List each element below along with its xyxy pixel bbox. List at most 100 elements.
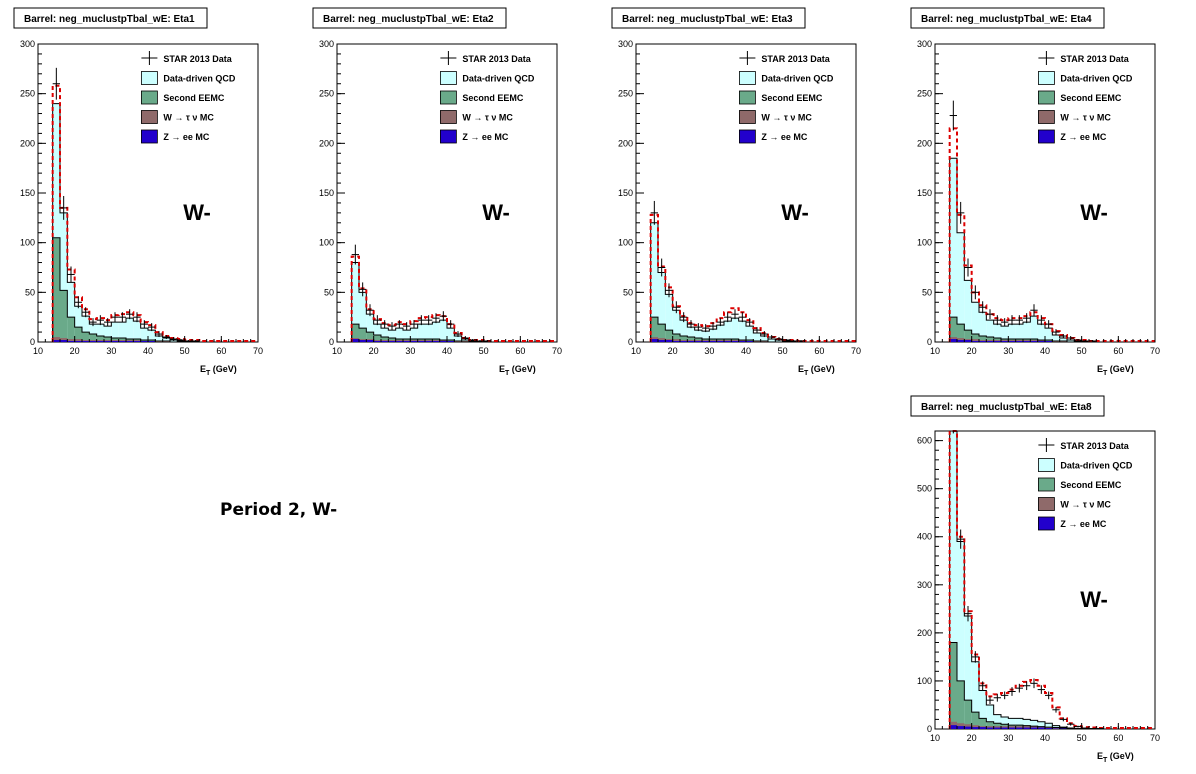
bar-qcd — [1023, 719, 1031, 729]
bar-zee — [1045, 728, 1053, 729]
legend-swatch-wtau — [140, 110, 158, 124]
bar-qcd — [665, 294, 673, 342]
plot-frame — [336, 43, 558, 343]
bar-qcd — [417, 324, 425, 342]
bar-qcd — [1030, 316, 1038, 342]
bar-wtau — [67, 339, 75, 342]
bar-zee — [140, 341, 148, 342]
x-tick-label: 30 — [704, 346, 714, 356]
bar-zee — [971, 341, 979, 342]
bar-zee — [1008, 727, 1016, 729]
legend-label-zee: Z → ee MC — [761, 132, 808, 142]
bar-qcd — [351, 262, 359, 342]
chart-title-box — [910, 395, 1105, 417]
y-tick-label: 150 — [319, 188, 334, 198]
legend-label-eemc: Second EEMC — [462, 93, 524, 103]
legend-swatch-eemc — [739, 90, 756, 105]
bar-eemc — [67, 317, 75, 342]
x-tick-label: 20 — [369, 346, 379, 356]
bar-qcd — [74, 306, 82, 342]
bar-zee — [52, 340, 60, 342]
bar-qcd — [964, 616, 972, 729]
bar-zee — [82, 341, 90, 342]
y-tick-label: 50 — [922, 287, 932, 297]
bar-qcd — [658, 272, 666, 342]
bar-zee — [366, 340, 374, 342]
bar-qcd — [447, 328, 455, 342]
legend-label-zee: Z → ee MC — [1060, 519, 1107, 529]
legend-label-data: STAR 2013 Data — [462, 54, 531, 64]
x-tick-label: 10 — [930, 346, 940, 356]
x-axis-label: ET (GeV) — [1097, 751, 1134, 764]
bar-qcd — [986, 704, 994, 729]
bar-wtau — [1052, 727, 1060, 729]
bar-zee — [118, 341, 126, 342]
bar-eemc — [82, 332, 90, 342]
y-tick-label: 300 — [917, 580, 932, 590]
bar-qcd — [82, 316, 90, 342]
legend-swatch-zee — [439, 129, 457, 144]
bar-qcd — [1059, 338, 1067, 342]
bar-eemc — [979, 336, 987, 342]
bar-zee — [957, 726, 965, 729]
y-tick-label: 200 — [20, 138, 35, 148]
bar-qcd — [89, 324, 97, 342]
chart-title-box — [611, 7, 806, 29]
bar-eemc — [964, 700, 972, 729]
legend-label-qcd: Data-driven QCD — [1060, 74, 1133, 84]
legend-swatch-wtau — [1038, 497, 1055, 511]
bar-qcd — [738, 321, 746, 342]
legend-label-wtau: W → τ ν MC — [1060, 113, 1111, 123]
x-tick-label: 50 — [479, 346, 489, 356]
bar-wtau — [52, 337, 60, 342]
outline-eemc — [52, 237, 258, 343]
x-axis-label: ET (GeV) — [1097, 364, 1134, 377]
legend-label-zee: Z → ee MC — [1060, 132, 1107, 142]
bar-zee — [971, 727, 979, 729]
x-tick-label: 40 — [143, 346, 153, 356]
x-tick-label: 70 — [1150, 733, 1160, 743]
bar-eemc — [949, 642, 957, 729]
bar-zee — [403, 341, 411, 342]
y-tick-label: 400 — [917, 532, 932, 542]
x-tick-label: 50 — [180, 346, 190, 356]
bar-eemc — [971, 712, 979, 729]
bar-qcd — [964, 280, 972, 342]
bar-qcd — [1030, 720, 1038, 729]
legend-label-eemc: Second EEMC — [1060, 93, 1122, 103]
bar-qcd — [680, 320, 688, 342]
bar-qcd — [1037, 324, 1045, 342]
bar-zee — [1030, 727, 1038, 729]
bar-zee — [964, 726, 972, 729]
x-tick-label: 30 — [106, 346, 116, 356]
bar-qcd — [702, 331, 710, 342]
legend-swatch-zee — [1038, 129, 1055, 144]
y-tick-label: 300 — [618, 39, 633, 49]
x-tick-label: 70 — [253, 346, 263, 356]
bar-zee — [746, 341, 754, 342]
x-tick-label: 70 — [1150, 346, 1160, 356]
legend-swatch-qcd — [140, 71, 158, 85]
legend-swatch-qcd — [739, 71, 756, 85]
annotation-w-minus: W- — [183, 200, 211, 225]
bar-eemc — [96, 336, 104, 342]
legend-swatch-zee — [739, 129, 756, 144]
bar-qcd — [971, 302, 979, 342]
x-tick-label: 30 — [1003, 346, 1013, 356]
bar-eemc — [351, 324, 359, 342]
page-note: Period 2, W- — [220, 500, 338, 520]
chart-title: Barrel: neg_muclustpTbal_wE: Eta8 — [921, 402, 1092, 413]
chart-panel-3: Barrel: neg_muclustpTbal_wE: Eta3 10 20 30 4… — [611, 7, 861, 377]
y-tick-label: 250 — [20, 89, 35, 99]
legend-swatch-wtau — [1038, 110, 1055, 124]
bar-zee — [439, 341, 447, 342]
bar-eemc — [949, 317, 957, 342]
y-tick-label: 150 — [20, 188, 35, 198]
bar-qcd — [388, 330, 396, 342]
y-tick-label: 0 — [927, 724, 932, 734]
chart-panel-5: Barrel: neg_muclustpTbal_wE: Eta8 10 20 30 4… — [910, 395, 1160, 764]
total-line — [948, 127, 1155, 343]
x-tick-label: 40 — [741, 346, 751, 356]
legend-label-data: STAR 2013 Data — [163, 54, 232, 64]
